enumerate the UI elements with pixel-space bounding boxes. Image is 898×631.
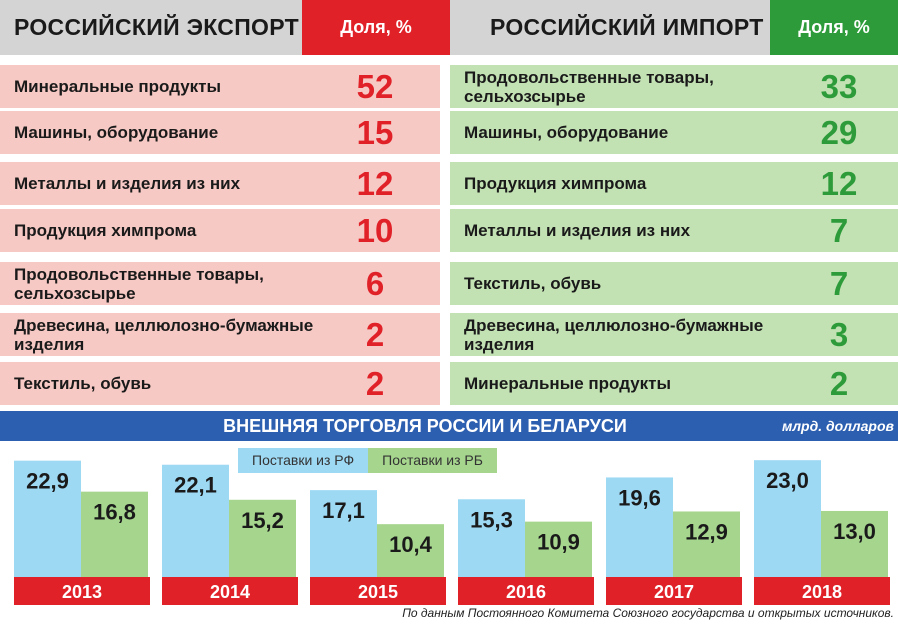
bar-rf [310, 490, 377, 577]
year-label: 2018 [802, 582, 842, 602]
bar-rb [525, 521, 592, 577]
import-row-value: 7 [829, 211, 849, 249]
import-row-6: Минеральные продукты 2 [450, 362, 898, 405]
import-row-4: Текстиль, обувь 7 [450, 262, 898, 305]
import-row-0: Продовольственные товары, сельхозсырье 33 [450, 65, 898, 108]
bar-value-label: 16,8 [93, 500, 136, 525]
export-row-label: Минеральные продукты [14, 77, 222, 96]
export-row-label: Машины, оборудование [14, 123, 219, 142]
bar-rf [754, 460, 821, 577]
import-row-label: Машины, оборудование [464, 123, 669, 142]
export-row-label: Древесина, целлюлозно-бумажные изделия [14, 315, 314, 354]
export-title: РОССИЙСКИЙ ЭКСПОРТ [0, 0, 302, 55]
import-row-5: Древесина, целлюлозно-бумажные изделия 3 [450, 313, 898, 356]
legend-rf: Поставки из РФ [238, 448, 369, 473]
bar-value-label: 19,6 [618, 485, 661, 510]
chart-title-bar [0, 411, 898, 441]
import-row-1: Машины, оборудование 29 [450, 111, 898, 154]
export-row-value: 12 [356, 164, 394, 202]
export-share-header: Доля, % [302, 0, 450, 55]
bar-value-label: 12,9 [685, 519, 728, 544]
export-row-label: Текстиль, обувь [14, 374, 152, 393]
import-row-value: 3 [829, 315, 849, 353]
legend-rb: Поставки из РБ [368, 448, 497, 473]
export-row-value: 2 [365, 315, 385, 353]
bar-rf [606, 477, 673, 577]
export-row-5: Древесина, целлюлозно-бумажные изделия 2 [0, 313, 440, 356]
import-row-label: Металлы и изделия из них [464, 221, 691, 240]
bar-value-label: 22,9 [26, 469, 69, 494]
import-row-value: 33 [820, 67, 858, 105]
bar-value-label: 23,0 [766, 468, 809, 493]
year-label: 2015 [358, 582, 398, 602]
import-row-label: Древесина, целлюлозно-бумажные изделия [464, 315, 764, 354]
year-label: 2017 [654, 582, 694, 602]
year-band [606, 577, 742, 605]
bar-value-label: 10,4 [389, 532, 433, 557]
bar-value-label: 15,3 [470, 507, 513, 532]
bar-value-label: 10,9 [537, 530, 580, 555]
import-row-3: Металлы и изделия из них 7 [450, 209, 898, 252]
bar-rb [377, 524, 444, 577]
import-row-value: 7 [829, 264, 849, 302]
import-row-label: Продовольственные товары, сельхозсырье [464, 67, 714, 106]
year-band [14, 577, 150, 605]
import-row-value: 2 [829, 364, 849, 402]
export-row-value: 15 [356, 113, 394, 151]
import-row-2: Продукция химпрома 12 [450, 162, 898, 205]
bar-rb [821, 510, 888, 577]
bar-rb [673, 511, 740, 577]
export-row-value: 52 [356, 67, 394, 105]
bar-rb [81, 491, 148, 577]
bar-value-label: 22,1 [174, 473, 217, 498]
export-row-value: 6 [365, 264, 385, 302]
bar-value-label: 13,0 [833, 519, 876, 544]
export-row-0: Минеральные продукты 52 [0, 65, 440, 108]
export-row-2: Металлы и изделия из них 12 [0, 162, 440, 205]
export-row-6: Текстиль, обувь 2 [0, 362, 440, 405]
export-row-3: Продукция химпрома 10 [0, 209, 440, 252]
year-band [458, 577, 594, 605]
import-share-header: Доля, % [770, 0, 898, 55]
bar-value-label: 17,1 [322, 498, 365, 523]
unit-label: млрд. долларов [781, 411, 894, 441]
import-row-value: 29 [820, 113, 858, 151]
bar-rf [458, 499, 525, 577]
export-row-value: 10 [356, 211, 394, 249]
year-band [754, 577, 890, 605]
export-row-label: Продовольственные товары, сельхозсырье [14, 264, 264, 303]
export-row-label: Металлы и изделия из них [14, 174, 241, 193]
export-row-4: Продовольственные товары, сельхозсырье 6 [0, 262, 440, 305]
export-row-1: Машины, оборудование 15 [0, 111, 440, 154]
import-row-value: 12 [820, 164, 858, 202]
year-label: 2016 [506, 582, 546, 602]
import-row-label: Минеральные продукты [464, 374, 672, 393]
import-row-label: Продукция химпрома [464, 174, 647, 193]
year-band [162, 577, 298, 605]
source-note: По данным Постоянного Комитета Союзного … [402, 606, 894, 620]
bar-rb [229, 499, 296, 577]
year-label: 2014 [210, 582, 250, 602]
export-row-value: 2 [365, 364, 385, 402]
import-title: РОССИЙСКИЙ ИМПОРТ [450, 0, 770, 55]
trade-chart: 2013 22,9 16,8 2014 22,1 15,2 2015 17,1 10,4 2016… [14, 460, 890, 605]
year-label: 2013 [62, 582, 102, 602]
chart-legend: Поставки из РФ Поставки из РБ [238, 448, 497, 473]
export-row-label: Продукция химпрома [14, 221, 197, 240]
year-band [310, 577, 446, 605]
bar-rf [162, 464, 229, 577]
import-row-label: Текстиль, обувь [464, 274, 602, 293]
bar-value-label: 15,2 [241, 508, 284, 533]
bar-rf [14, 460, 81, 577]
chart-title: ВНЕШНЯЯ ТОРГОВЛЯ РОССИИ И БЕЛАРУСИ [223, 416, 627, 436]
